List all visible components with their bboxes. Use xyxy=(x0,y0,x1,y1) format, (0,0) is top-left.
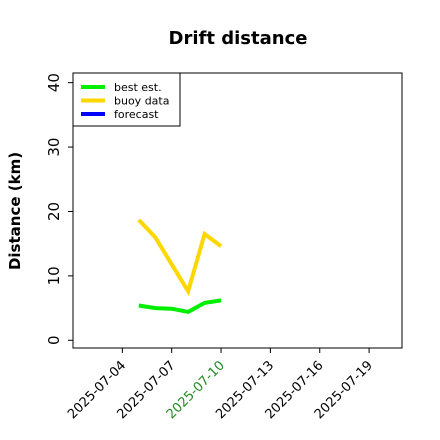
y-tick-label: 30 xyxy=(45,138,63,157)
legend-label: buoy data xyxy=(114,95,169,108)
y-tick-label: 10 xyxy=(45,266,63,285)
series-line xyxy=(138,298,222,315)
chart-title: Drift distance xyxy=(169,28,308,49)
y-tick-label: 0 xyxy=(45,335,63,345)
legend-label: forecast xyxy=(114,108,159,121)
y-tick-label: 40 xyxy=(45,73,63,92)
y-tick-label: 20 xyxy=(45,202,63,221)
y-axis-label: Distance (km) xyxy=(6,152,24,270)
plot-frame xyxy=(72,72,403,349)
legend-label: best est. xyxy=(114,81,162,94)
series-line xyxy=(137,218,223,297)
